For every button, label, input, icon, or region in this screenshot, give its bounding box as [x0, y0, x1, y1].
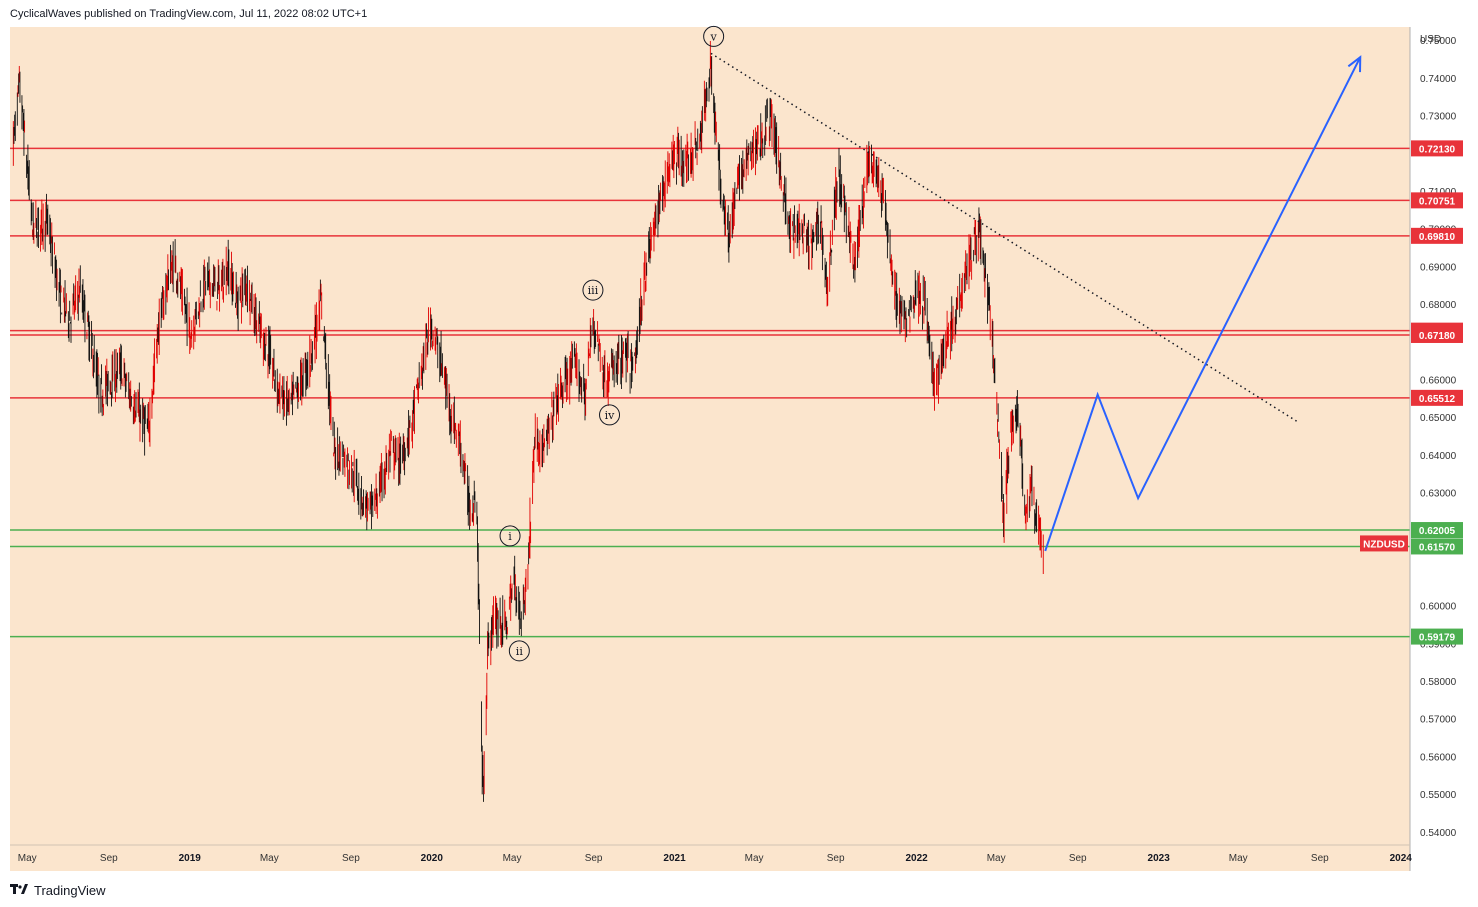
projection-path — [1044, 56, 1362, 552]
x-tick-label: May — [260, 853, 279, 864]
wave-label: iv — [605, 409, 616, 422]
x-tick-label: 2022 — [905, 853, 928, 864]
price-tags: 0.721300.707510.698100.672950.671800.655… — [1360, 140, 1463, 645]
projection-group — [1044, 55, 1362, 552]
trendline-dotted — [710, 52, 1300, 424]
y-tick-label: 0.58000 — [1420, 677, 1457, 688]
candles — [12, 40, 1044, 802]
level-price-tag-bg — [1411, 538, 1463, 555]
y-tick-label: 0.66000 — [1420, 375, 1457, 386]
y-tick-label: 0.64000 — [1420, 451, 1457, 462]
level-price-tag-text: 0.65512 — [1419, 394, 1456, 405]
y-tick-label: 0.68000 — [1420, 300, 1457, 311]
axes: USD — [10, 27, 1441, 871]
y-tick-label: 0.75000 — [1420, 36, 1457, 47]
level-price-tag: 0.62005 — [1411, 522, 1463, 539]
projection-arrowhead — [1347, 55, 1362, 73]
x-tick-label: 2023 — [1148, 853, 1171, 864]
y-tick-label: 0.54000 — [1420, 828, 1457, 839]
level-price-tag-bg — [1411, 389, 1463, 406]
y-tick-label: 0.57000 — [1420, 715, 1457, 726]
level-price-tag-text: 0.62005 — [1419, 526, 1456, 537]
symbol-tag-bg — [1360, 535, 1408, 552]
y-tick-label: 0.73000 — [1420, 112, 1457, 123]
y-tick-label: 0.65000 — [1420, 413, 1457, 424]
level-price-tag-bg — [1411, 227, 1463, 244]
x-tick-label: Sep — [100, 853, 118, 864]
y-tick-label: 0.60000 — [1420, 602, 1457, 613]
wave-label: ii — [516, 645, 524, 658]
x-tick-label: May — [987, 853, 1006, 864]
x-tick-label: 2024 — [1390, 853, 1413, 864]
wave-circle — [599, 404, 621, 426]
level-price-tag-text: 0.67180 — [1419, 331, 1456, 342]
wave-label: v — [710, 30, 718, 43]
tradingview-logo-icon — [10, 884, 28, 896]
x-tick-label: Sep — [1311, 853, 1329, 864]
y-tick-label: 0.74000 — [1420, 74, 1457, 85]
x-tick-label: Sep — [827, 853, 845, 864]
level-price-tag: 0.65512 — [1411, 389, 1463, 406]
wave-label: iii — [588, 284, 599, 297]
x-tick-label: 2019 — [179, 853, 202, 864]
level-price-tag-bg — [1411, 522, 1463, 539]
wave-circle — [703, 25, 725, 47]
level-price-tag: 0.72130 — [1411, 140, 1463, 157]
level-price-tag: 0.70751 — [1411, 192, 1463, 209]
x-tick-label: May — [745, 853, 764, 864]
level-price-tag: 0.61570 — [1411, 538, 1463, 555]
y-tick-label: 0.56000 — [1420, 752, 1457, 763]
horizontal-levels — [10, 147, 1410, 638]
level-price-tag-bg — [1411, 140, 1463, 157]
x-tick-label: 2020 — [421, 853, 444, 864]
level-price-tag: 0.67180 — [1411, 326, 1463, 343]
wave-circle — [499, 525, 521, 547]
publisher-header: CyclicalWaves published on TradingView.c… — [10, 8, 368, 20]
wave-label: i — [508, 530, 512, 543]
wave-circle — [508, 640, 530, 662]
level-price-tag-bg — [1411, 192, 1463, 209]
plot-background — [10, 27, 1410, 871]
level-price-tag: 0.69810 — [1411, 227, 1463, 244]
wave-circle — [582, 279, 604, 301]
symbol-tag-text: NZDUSD — [1363, 539, 1405, 550]
y-tick-label: 0.63000 — [1420, 489, 1457, 500]
level-price-tag-bg — [1411, 628, 1463, 645]
x-tick-label: Sep — [1069, 853, 1087, 864]
y-axis-unit-label: USD — [1420, 34, 1441, 45]
x-tick-label: 2021 — [663, 853, 686, 864]
x-tick-label: May — [18, 853, 37, 864]
level-price-tag-text: 0.59179 — [1419, 633, 1456, 644]
y-tick-label: 0.55000 — [1420, 790, 1457, 801]
y-axis-ticks: 0.750000.740000.730000.710000.700000.690… — [1420, 36, 1457, 839]
level-price-tag-text: 0.61570 — [1419, 542, 1456, 553]
level-price-tag-text: 0.70751 — [1419, 196, 1456, 207]
level-price-tag: 0.59179 — [1411, 628, 1463, 645]
x-tick-label: May — [1229, 853, 1248, 864]
trendline-group — [710, 52, 1300, 424]
symbol-tag: NZDUSD — [1360, 535, 1408, 552]
x-axis-ticks: May Sep 2019 May Sep 2020 May Sep 2021 May Sep 2022… — [18, 853, 1412, 864]
y-tick-label: 0.59000 — [1420, 639, 1457, 650]
level-price-tag-text: 0.69810 — [1419, 232, 1456, 243]
x-tick-label: Sep — [342, 853, 360, 864]
y-tick-label: 0.69000 — [1420, 262, 1457, 273]
x-tick-label: May — [503, 853, 522, 864]
level-price-tag-bg — [1411, 326, 1463, 343]
x-tick-label: Sep — [585, 853, 603, 864]
footer-brand[interactable]: TradingView — [10, 880, 106, 900]
footer-brand-label: TradingView — [34, 882, 106, 898]
level-price-tag-text: 0.72130 — [1419, 144, 1456, 155]
